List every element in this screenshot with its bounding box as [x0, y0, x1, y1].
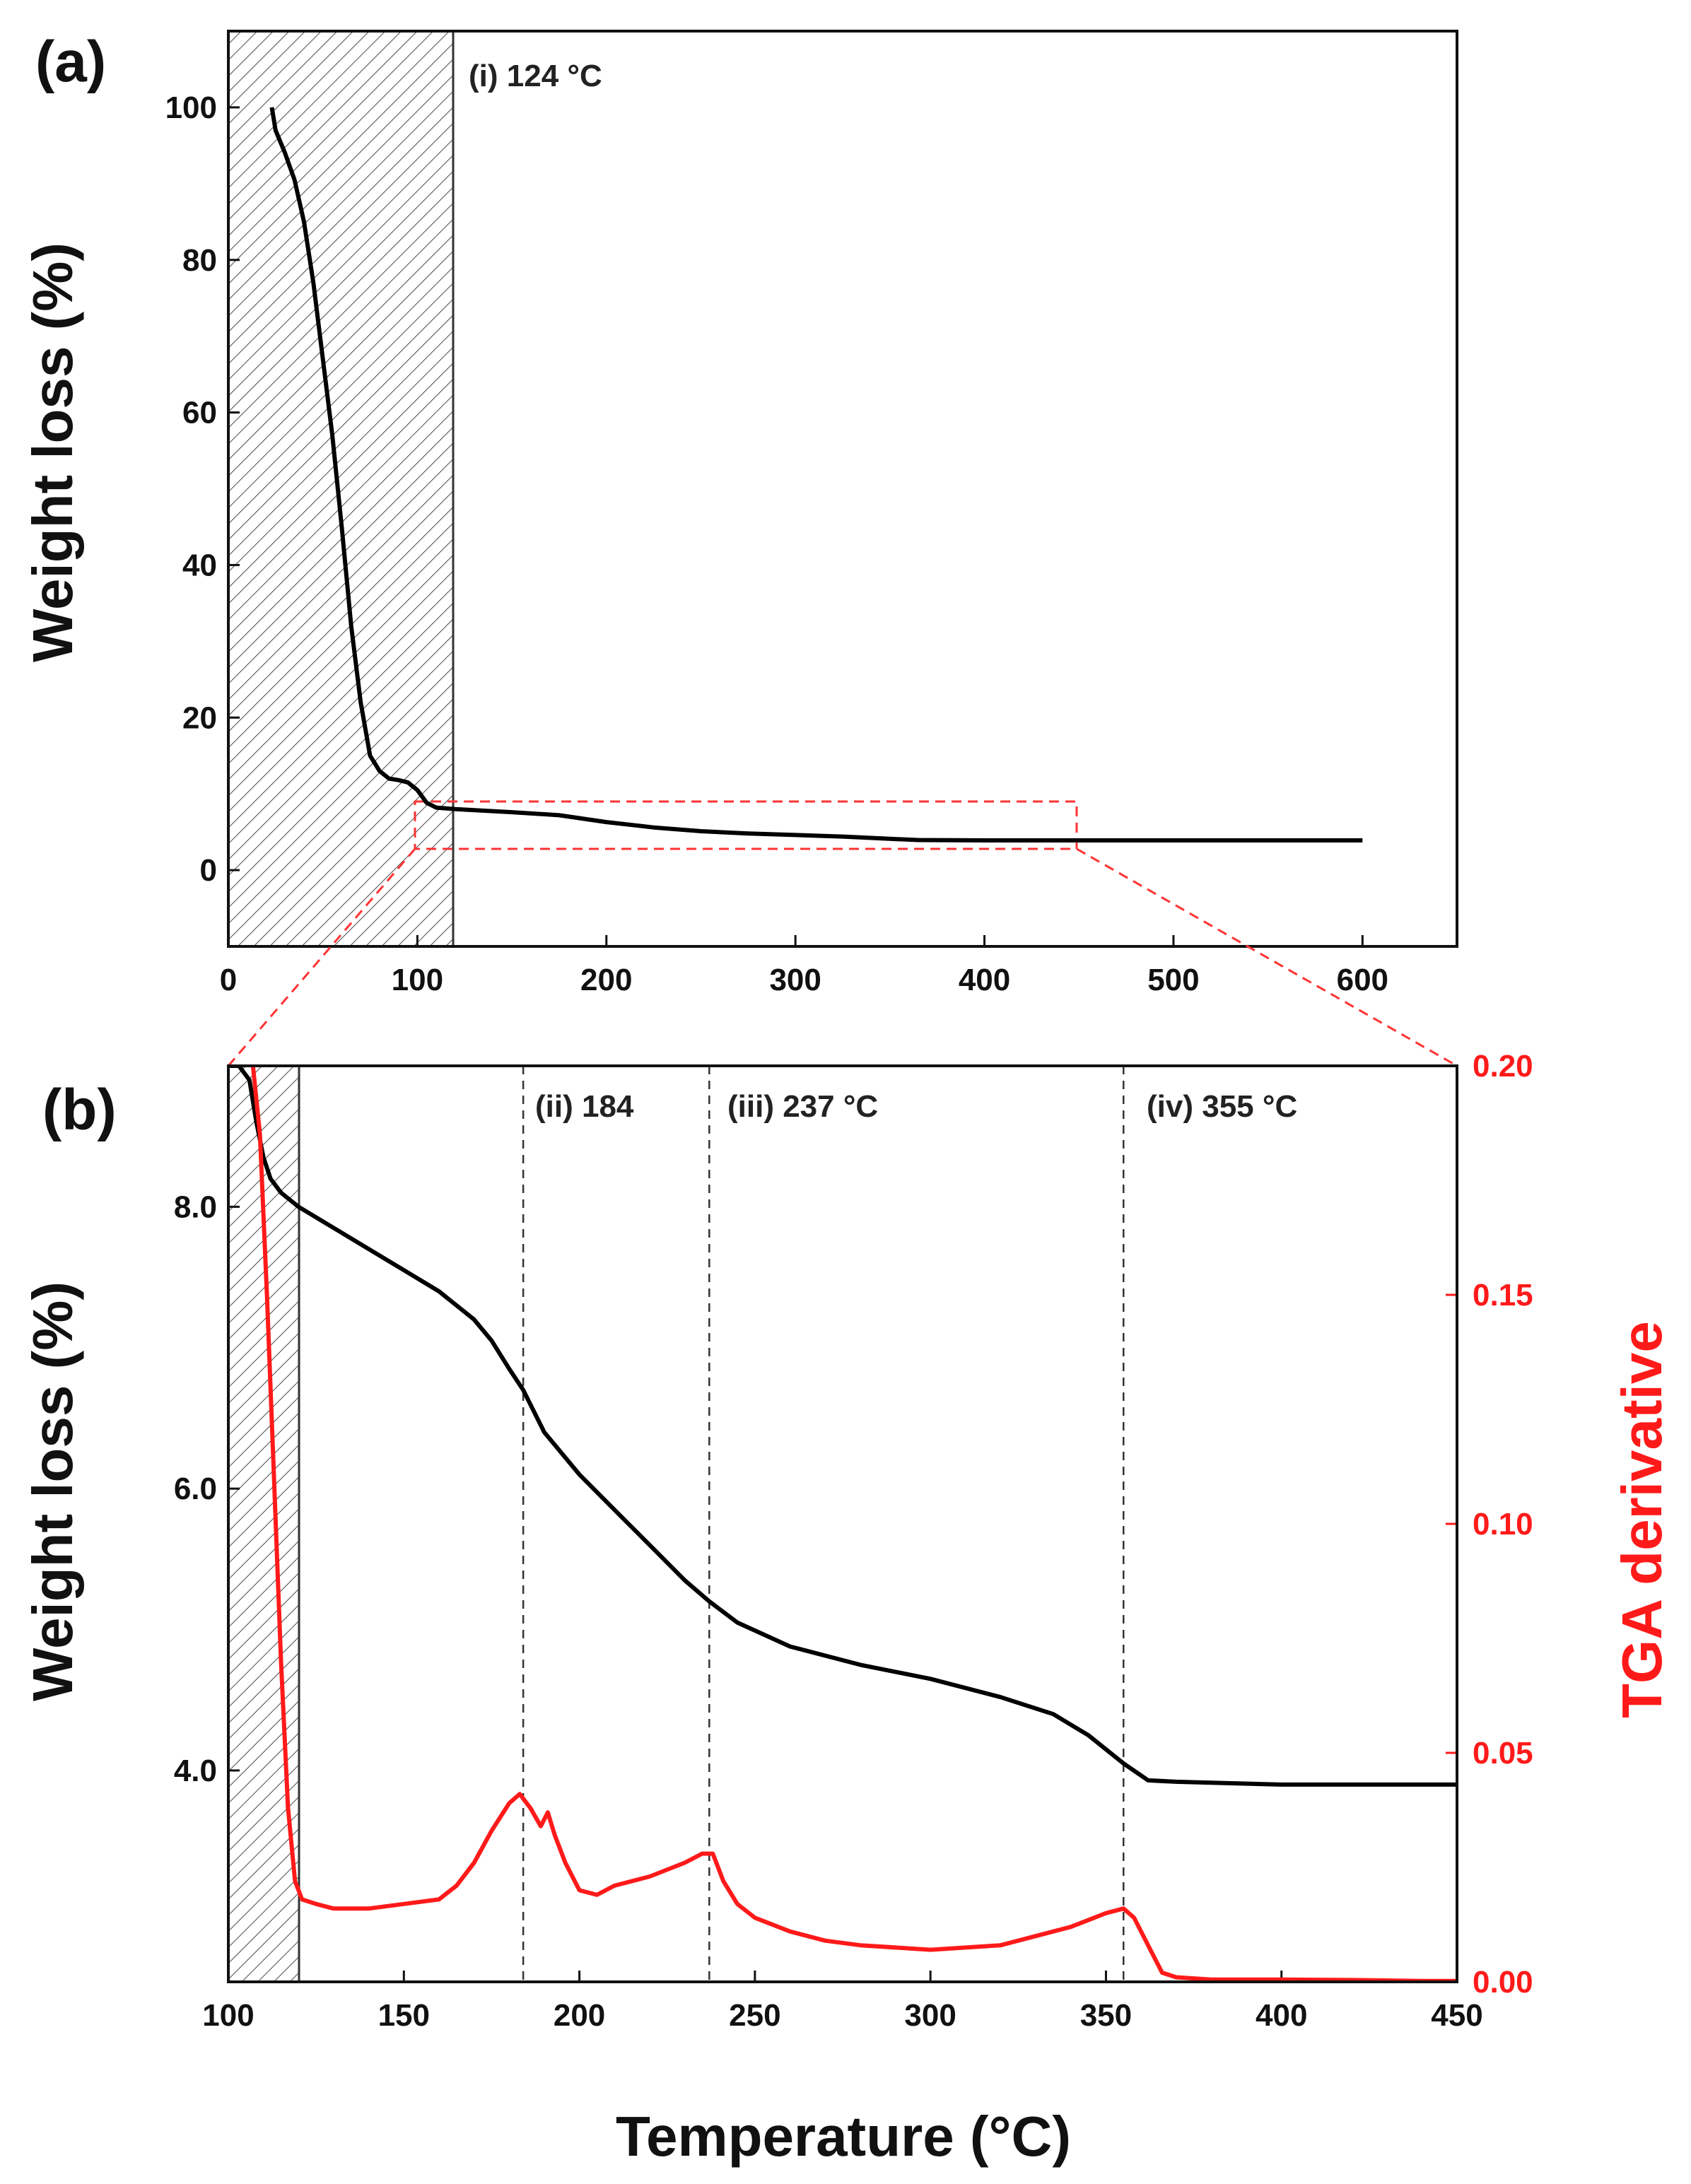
a-xtick-label-5: 500 [1147, 963, 1199, 997]
a-ytick-label-4: 80 [182, 243, 217, 278]
panel-b-xlabel: Temperature (°C) [616, 2105, 1071, 2168]
panel-b-label: (b) [42, 1078, 117, 1142]
annotation-iii: (iii) 237 °C [727, 1089, 878, 1124]
panel-b-ylabel: Weight loss (%) [21, 1281, 84, 1701]
b-y2tick-label-3: 0.15 [1473, 1278, 1533, 1313]
a-xtick-label-3: 300 [769, 963, 821, 997]
a-series-line-0 [269, 107, 1363, 843]
panel-b-frame [227, 1064, 1458, 1983]
b-y2tick-label-1: 0.05 [1473, 1736, 1533, 1771]
b-xtick-label-6: 400 [1256, 1998, 1307, 2033]
b-xtick-label-3: 250 [729, 1998, 780, 2033]
annotation-ii: (ii) 184 [535, 1089, 634, 1124]
b-xtick-label-4: 300 [904, 1998, 956, 2033]
a-ytick-label-2: 40 [182, 548, 217, 582]
panel-a-ticks: 0 100 200 300 400 500 600 0 20 40 60 80 100 [165, 90, 1388, 997]
b-ytick-label-0: 4.0 [174, 1754, 217, 1788]
annotation-i: (i) 124 °C [469, 59, 602, 93]
panel-b-ticks: 100 150 200 250 300 350 400 450 4.0 6.0 8.0 0.00 0.0… [174, 1049, 1533, 2033]
a-ytick-label-1: 20 [182, 700, 217, 735]
panel-a-shaded-region [228, 31, 453, 946]
a-xtick-label-6: 600 [1337, 963, 1388, 997]
a-ytick-label-5: 100 [165, 90, 217, 125]
a-xtick-label-1: 100 [392, 963, 443, 997]
a-xtick-label-4: 400 [959, 963, 1010, 997]
panel-a-zoom-box [414, 800, 1078, 850]
b-series-line-0 [228, 1066, 1457, 1787]
panel-a-ylabel: Weight loss (%) [21, 242, 84, 662]
panel-b: (b) 100 150 200 250 300 350 400 450 4.0 6.0 8.0 0.0… [21, 1049, 1673, 2168]
b-xtick-label-7: 450 [1431, 1998, 1482, 2033]
panel-a-series [269, 107, 1363, 843]
a-xtick-label-2: 200 [580, 963, 632, 997]
b-y2tick-label-0: 0.00 [1473, 1965, 1533, 2000]
b-ytick-label-1: 6.0 [174, 1472, 217, 1506]
annotation-iv: (iv) 355 °C [1147, 1089, 1297, 1124]
panel-a: (a) 0 100 200 300 400 500 600 0 20 40 60 80 100 (i) … [21, 30, 1458, 997]
a-xtick-label-0: 0 [220, 963, 237, 997]
b-series-line-1 [250, 1066, 1457, 1982]
panel-b-event-lines [522, 1066, 1125, 1982]
b-xtick-label-2: 200 [554, 1998, 605, 2033]
a-ytick-label-3: 60 [182, 396, 217, 430]
panel-a-label: (a) [35, 30, 106, 94]
b-ytick-label-2: 8.0 [174, 1190, 217, 1224]
b-xtick-label-1: 150 [378, 1998, 430, 2033]
a-ytick-label-0: 0 [200, 853, 217, 888]
b-y2tick-label-2: 0.10 [1473, 1507, 1533, 1542]
zoom-connector-right [1076, 847, 1458, 1067]
panel-b-y2label: TGA derivative [1610, 1321, 1673, 1718]
b-y2tick-label-4: 0.20 [1473, 1049, 1533, 1084]
b-xtick-label-5: 350 [1080, 1998, 1132, 2033]
panel-b-series [228, 1066, 1457, 1982]
panel-a-frame [227, 30, 1458, 948]
b-xtick-label-0: 100 [202, 1998, 254, 2033]
